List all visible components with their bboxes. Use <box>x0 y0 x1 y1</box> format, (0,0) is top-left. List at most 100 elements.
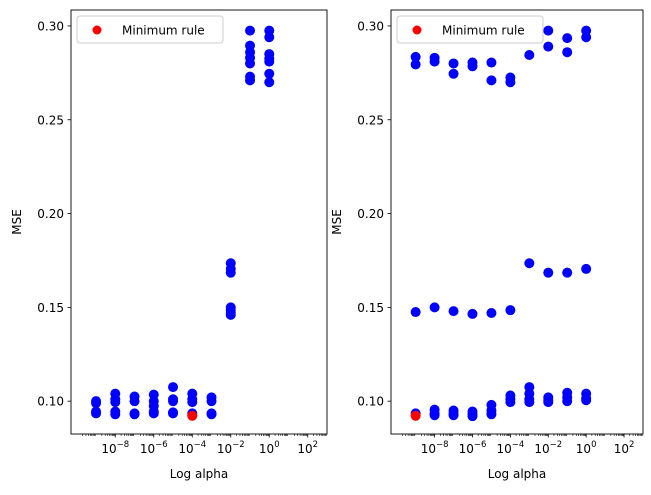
chart0-data-point <box>225 309 236 320</box>
chart0-x-tick-label-exponent: −6 <box>155 440 168 450</box>
chart1-data-point <box>410 59 421 70</box>
left-chart-panel: 10−8 10−6 10−4 10−2 100 1020.100.150.200.250.… <box>10 9 328 481</box>
chart0-data-point <box>206 409 217 420</box>
chart1-data-point <box>410 307 421 318</box>
chart0-x-tick-label-exponent: 2 <box>313 440 318 450</box>
chart1-data-point <box>581 263 592 274</box>
chart1-x-tick-label-base: 10 <box>496 442 511 456</box>
chart0-data-point <box>110 397 121 408</box>
chart0-x-tick-label-exponent: 0 <box>274 440 279 450</box>
chart1-y-tick-label: 0.30 <box>357 19 384 33</box>
chart1-data-point <box>543 397 554 408</box>
chart1-data-point <box>448 68 459 79</box>
chart1-data-point <box>467 61 478 72</box>
chart0-x-tick-label: 10−6 <box>140 440 168 456</box>
chart1-data-point <box>524 50 535 61</box>
chart0-x-tick-label-exponent: −8 <box>117 440 130 450</box>
chart1-data-point <box>543 25 554 36</box>
chart1-x-tick-label-base: 10 <box>614 442 629 456</box>
chart1-data-point <box>486 57 497 68</box>
chart0-y-tick-label: 0.10 <box>37 395 64 409</box>
chart0-legend-box <box>76 15 224 44</box>
chart1-y-tick-label: 0.15 <box>357 301 384 315</box>
chart1-x-tick-label: 10−8 <box>421 440 449 456</box>
chart1-data-point <box>448 58 459 69</box>
chart1-x-tick-label-base: 10 <box>576 442 591 456</box>
chart0-axes-frame <box>70 9 328 435</box>
chart0-data-point <box>129 396 140 407</box>
chart0-x-tick-label-base: 10 <box>297 442 312 456</box>
chart0-data-point <box>264 56 275 67</box>
chart0-data-point <box>168 382 179 393</box>
chart1-data-point <box>467 411 478 422</box>
chart1-data-point <box>524 397 535 408</box>
chart1-x-tick-label: 102 <box>614 440 635 456</box>
chart1-data-point <box>448 306 459 317</box>
chart0-data-point <box>168 408 179 419</box>
chart0-x-tick-label: 10−2 <box>217 440 245 456</box>
chart0-x-tick-label-exponent: −4 <box>194 440 207 450</box>
chart0-data-point <box>110 409 121 420</box>
chart1-x-tick-label-exponent: −6 <box>474 440 487 450</box>
right-chart-panel: 10−8 10−6 10−4 10−2 100 1020.100.150.200.250.… <box>330 9 644 481</box>
chart0-x-tick-label-base: 10 <box>178 442 193 456</box>
chart0-data-point <box>225 267 236 278</box>
chart0-data-point <box>91 408 102 419</box>
chart1-data-point <box>562 396 573 407</box>
chart1-y-tick-label: 0.10 <box>357 395 384 409</box>
chart0-data-point <box>264 68 275 79</box>
chart1-data-point <box>581 32 592 43</box>
chart0-data-point <box>264 32 275 43</box>
chart0-data-point <box>264 77 275 88</box>
chart0-x-tick-label: 10−8 <box>101 440 129 456</box>
chart0-y-tick-label: 0.15 <box>37 301 64 315</box>
chart0-legend-label: Minimum rule <box>122 24 205 38</box>
chart1-data-point <box>562 33 573 44</box>
chart1-x-tick-label: 10−6 <box>459 440 487 456</box>
chart1-y-axis-label: MSE <box>330 209 344 235</box>
chart1-data-point <box>543 267 554 278</box>
chart0-data-point <box>129 409 140 420</box>
chart1-data-point <box>562 47 573 58</box>
chart1-legend-marker <box>412 25 422 35</box>
chart0-data-point <box>206 396 217 407</box>
chart1-data-point <box>581 395 592 406</box>
chart0-x-axis-label: Log alpha <box>170 467 229 481</box>
chart1-x-tick-label-exponent: −8 <box>436 440 449 450</box>
chart1-x-axis-label: Log alpha <box>488 467 547 481</box>
chart1-data-point <box>429 56 440 67</box>
chart1-x-tick-label-exponent: −4 <box>512 440 525 450</box>
chart0-data-point <box>245 75 256 86</box>
chart1-data-point <box>505 397 516 408</box>
chart0-y-tick-label: 0.20 <box>37 207 64 221</box>
chart1-minimum-rule-point <box>410 410 421 421</box>
chart1-data-point <box>448 410 459 421</box>
chart1-x-tick-label-base: 10 <box>534 442 549 456</box>
chart0-x-tick-label-base: 10 <box>140 442 155 456</box>
chart1-y-tick-label: 0.25 <box>357 113 384 127</box>
chart0-y-tick-label: 0.30 <box>37 19 64 33</box>
chart1-data-point <box>486 409 497 420</box>
chart1-x-tick-label: 10−2 <box>534 440 562 456</box>
chart1-data-point <box>543 41 554 52</box>
chart1-x-tick-label-base: 10 <box>459 442 474 456</box>
chart1-data-point <box>505 305 516 316</box>
chart0-x-tick-label-exponent: −2 <box>232 440 245 450</box>
chart0-y-tick-label: 0.25 <box>37 113 64 127</box>
chart1-data-point <box>410 51 421 62</box>
chart0-data-point <box>168 396 179 407</box>
chart0-legend-marker <box>92 25 102 35</box>
chart0-minimum-rule-point <box>187 410 198 421</box>
chart1-x-tick-label-base: 10 <box>421 442 436 456</box>
chart0-legend: Minimum rule <box>76 15 224 44</box>
chart0-x-tick-label: 10−4 <box>178 440 206 456</box>
chart1-data-point <box>429 302 440 313</box>
chart1-data-point <box>486 75 497 86</box>
chart1-x-tick-label-exponent: 0 <box>591 440 596 450</box>
chart0-data-point <box>91 398 102 409</box>
chart0-x-tick-label-base: 10 <box>217 442 232 456</box>
chart0-data-point <box>148 408 159 419</box>
